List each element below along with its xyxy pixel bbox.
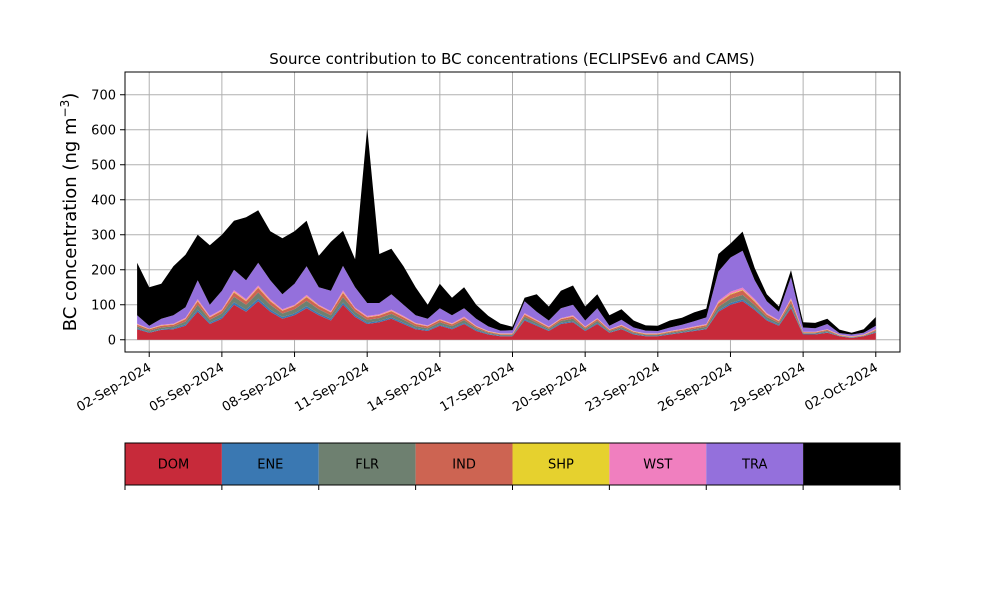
y-tick-label: 500 <box>91 158 116 173</box>
stacked-areas <box>137 128 876 340</box>
legend-label-flr: FLR <box>355 458 379 473</box>
x-tick-label: 29-Sep-2024 <box>728 360 808 415</box>
x-tick-label: 08-Sep-2024 <box>220 360 300 415</box>
area-series-ind <box>137 287 876 338</box>
area-series-dom <box>137 301 876 340</box>
legend-swatch-ene <box>221 443 319 485</box>
x-tick-label: 14-Sep-2024 <box>365 360 445 415</box>
legend-label-tra: TRA <box>741 458 767 473</box>
area-series-flr <box>137 292 876 338</box>
y-tick-label: 700 <box>91 88 116 103</box>
legend-label-wst: WST <box>643 458 672 473</box>
x-tick-label: 20-Sep-2024 <box>510 360 590 415</box>
y-tick-label: 200 <box>91 263 116 278</box>
y-axis-ticks: 0 100 200 300 400 500 600 700 <box>91 88 125 348</box>
x-tick-label: 02-Oct-2024 <box>802 360 880 414</box>
legend-label-bb: BB <box>843 458 861 473</box>
legend-swatch-wst <box>609 443 707 485</box>
legend-swatch-tra <box>706 443 804 485</box>
y-tick-label: 0 <box>108 333 116 348</box>
y-axis-label: BC concentration (ng m−3) <box>58 93 81 332</box>
legend-colorbar: DOM ENE FLR IND SHP WST TRA BB <box>124 442 901 490</box>
legend-swatch-bb <box>803 443 900 485</box>
x-tick-label: 05-Sep-2024 <box>147 360 227 415</box>
x-tick-label: 17-Sep-2024 <box>438 360 518 415</box>
x-tick-label: 23-Sep-2024 <box>583 360 663 415</box>
legend-swatch-ind <box>415 443 513 485</box>
grid-lines <box>125 72 900 352</box>
x-tick-label: 11-Sep-2024 <box>292 360 372 415</box>
area-series-tra <box>137 250 876 337</box>
legend-swatch-shp <box>512 443 610 485</box>
y-tick-label: 400 <box>91 193 116 208</box>
legend-label-dom: DOM <box>158 458 189 473</box>
x-axis-ticks: 02-Sep-202405-Sep-202408-Sep-202411-Sep-… <box>74 352 881 415</box>
y-tick-label: 100 <box>91 298 116 313</box>
legend-label-ind: IND <box>452 458 476 473</box>
chart-title: Source contribution to BC concentrations… <box>269 50 754 68</box>
y-tick-label: 300 <box>91 228 116 243</box>
legend-swatch-flr <box>318 443 416 485</box>
x-tick-label: 02-Sep-2024 <box>74 360 154 415</box>
area-series-bb <box>137 128 876 335</box>
y-tick-label: 600 <box>91 123 116 138</box>
legend-swatch-dom <box>125 443 222 485</box>
legend-label-shp: SHP <box>548 458 574 473</box>
x-tick-label: 26-Sep-2024 <box>656 360 736 415</box>
legend-label-ene: ENE <box>257 458 283 473</box>
